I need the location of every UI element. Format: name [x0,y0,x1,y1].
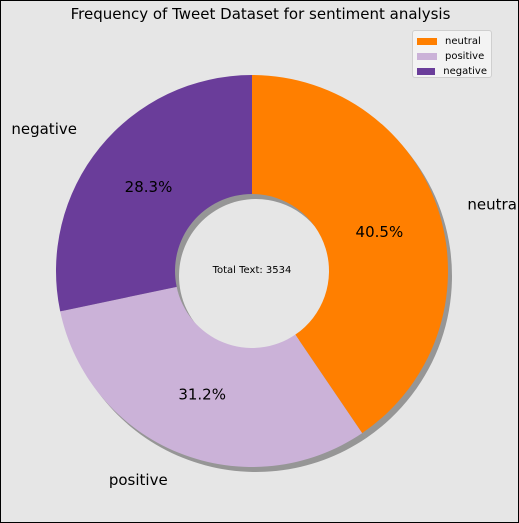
legend-label-positive: positive [445,51,485,62]
slice-label-neutral: neutral [467,196,519,214]
slice-percent-positive: 31.2% [178,386,226,404]
legend-item-negative: negative [417,64,487,79]
legend-label-neutral: neutral [445,36,481,47]
legend-swatch-neutral [417,38,437,45]
legend-swatch-positive [417,53,437,60]
slice-positive [60,286,363,467]
legend-label-negative: negative [443,66,487,77]
legend-item-positive: positive [417,49,487,64]
slice-percent-neutral: 40.5% [356,223,404,241]
chart-title: Frequency of Tweet Dataset for sentiment… [70,5,451,23]
legend-swatch-negative [417,68,436,75]
legend-item-neutral: neutral [417,34,487,49]
chart-legend: neutral positive negative [412,30,492,78]
slice-negative [55,74,252,312]
slice-percent-negative: 28.3% [125,178,173,196]
slice-label-negative: negative [11,120,77,138]
slice-neutral [252,75,448,434]
slice-label-positive: positive [109,471,168,489]
center-total-label: Total Text: 3534 [212,265,292,276]
